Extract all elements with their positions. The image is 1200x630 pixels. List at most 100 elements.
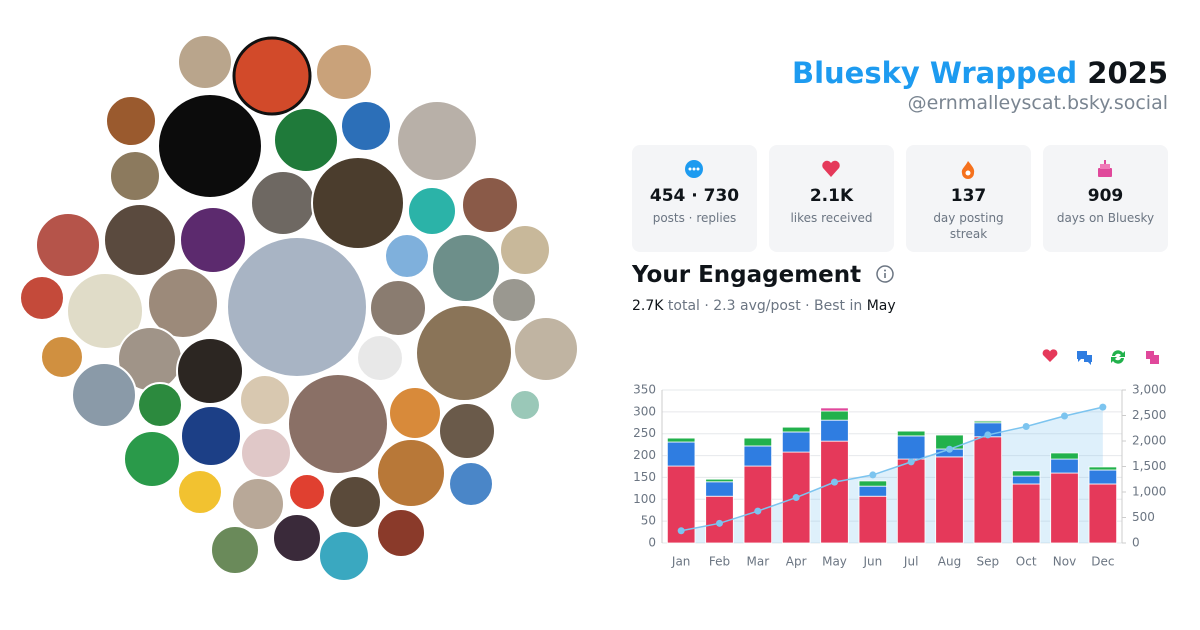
bar-segment xyxy=(1011,483,1041,544)
bar-segment xyxy=(1088,469,1118,485)
bar-segment xyxy=(743,465,773,544)
bar-segment xyxy=(666,437,696,443)
line-point xyxy=(1022,423,1030,431)
icon xyxy=(685,160,703,178)
stat-value: 454 · 730 xyxy=(649,186,740,206)
section-title-text: Your Engagement xyxy=(632,262,862,288)
avatars xyxy=(19,34,579,582)
bar-segment xyxy=(935,434,964,450)
bar-segment xyxy=(896,430,926,437)
y-tick-label: 50 xyxy=(641,514,656,528)
line xyxy=(681,406,1103,532)
icon xyxy=(1098,160,1112,177)
legend-icon[interactable] xyxy=(1042,349,1058,362)
x-tick-label: Mar xyxy=(747,555,770,569)
y-tick-label: 150 xyxy=(633,470,656,484)
line-point xyxy=(677,527,685,535)
summary-best: May xyxy=(866,298,896,314)
y-tick-label: 0 xyxy=(648,536,656,550)
icon xyxy=(961,161,975,179)
info-icon[interactable] xyxy=(875,264,895,284)
bar-segment xyxy=(1050,452,1079,460)
header: Bluesky Wrapped 2025 @ernmalleyscat.bsky… xyxy=(792,56,1168,114)
title-text: Bluesky Wrapped xyxy=(791,56,1078,90)
x-tick-label: Sep xyxy=(977,555,1000,569)
stat-label: day posting streak xyxy=(933,211,1004,241)
bar-segment xyxy=(973,419,1003,422)
x-tick-label: Aug xyxy=(938,555,961,569)
icon xyxy=(822,160,840,177)
bar-segment xyxy=(781,431,811,453)
line-point xyxy=(831,478,838,486)
line-point xyxy=(754,507,762,515)
title: Bluesky Wrapped 2025 xyxy=(792,56,1168,90)
y-tick-label: 200 xyxy=(633,448,656,462)
bar-segment xyxy=(781,426,811,433)
x-tick-label: Jul xyxy=(903,555,918,569)
y-tick-label: 300 xyxy=(633,404,656,418)
bar-segment xyxy=(858,495,888,544)
y2-tick-label: 1,000 xyxy=(1132,485,1166,499)
bar-segment xyxy=(820,407,849,412)
stat-label: likes received xyxy=(790,211,873,225)
stat-card: 454 · 730 posts · replies xyxy=(632,145,757,252)
stat-card: 2.1K likes received xyxy=(769,145,894,252)
bar-segment xyxy=(1011,470,1041,477)
x-tick-label: Feb xyxy=(709,555,730,569)
bar-segment xyxy=(1088,466,1118,471)
bar-segment xyxy=(820,410,849,421)
summary-text: total · 2.3 avg/post · Best in xyxy=(667,298,863,314)
x-tick-label: Nov xyxy=(1053,555,1076,569)
bar-segment xyxy=(973,436,1003,544)
line-point xyxy=(869,471,877,479)
legend-icon[interactable] xyxy=(1146,351,1159,364)
x-tick-label: Jun xyxy=(862,555,882,569)
x-tick-label: May xyxy=(822,555,847,569)
bar-segment xyxy=(1050,458,1079,474)
bar-segment xyxy=(820,419,849,442)
bar-segment xyxy=(935,448,964,458)
section-title: Your Engagement xyxy=(632,262,895,288)
bar-segment xyxy=(666,441,696,467)
line-point xyxy=(792,494,800,502)
bar-segment xyxy=(1050,472,1079,544)
x-tick-label: Dec xyxy=(1091,555,1114,569)
stat-label: posts · replies xyxy=(652,211,737,225)
y2-tick-label: 2,500 xyxy=(1132,408,1166,422)
bar-segment xyxy=(705,478,734,483)
stat-card: 909 days on Bluesky xyxy=(1043,145,1168,252)
stat-card: 137 day posting streak xyxy=(906,145,1031,252)
bar-segment xyxy=(820,440,849,544)
bar-segment xyxy=(935,456,964,544)
line-point xyxy=(984,431,992,439)
summary: 2.7K total · 2.3 avg/post · Best in May xyxy=(632,298,896,314)
bar-segment xyxy=(973,422,1003,438)
area xyxy=(681,407,1103,543)
legend-icon[interactable] xyxy=(1111,350,1125,364)
bar-segment xyxy=(896,458,926,544)
y-tick-label: 250 xyxy=(633,426,656,440)
y2-tick-label: 1,500 xyxy=(1132,459,1166,473)
line-point xyxy=(907,458,915,466)
y2-tick-label: 2,000 xyxy=(1132,434,1166,448)
bar-segment xyxy=(1011,475,1041,485)
bar-segment xyxy=(743,445,773,467)
title-year: 2025 xyxy=(1087,56,1168,90)
stat-value: 137 xyxy=(950,186,987,206)
bar-segment xyxy=(743,437,773,447)
x-tick-label: Apr xyxy=(786,555,807,569)
bar-segment xyxy=(705,481,734,497)
bar-segment xyxy=(973,420,1003,424)
line-point xyxy=(716,519,723,527)
stat-value: 2.1K xyxy=(809,186,854,206)
bar-segment xyxy=(705,495,734,544)
y-tick-label: 350 xyxy=(633,383,656,397)
legend-icon[interactable] xyxy=(1077,351,1092,365)
y-tick-label: 100 xyxy=(633,492,656,506)
avatar-collage xyxy=(19,34,579,582)
bar-segment xyxy=(896,435,926,460)
y2-tick-label: 0 xyxy=(1132,536,1140,550)
bar-segment xyxy=(1088,483,1118,544)
line-point xyxy=(1061,412,1068,420)
